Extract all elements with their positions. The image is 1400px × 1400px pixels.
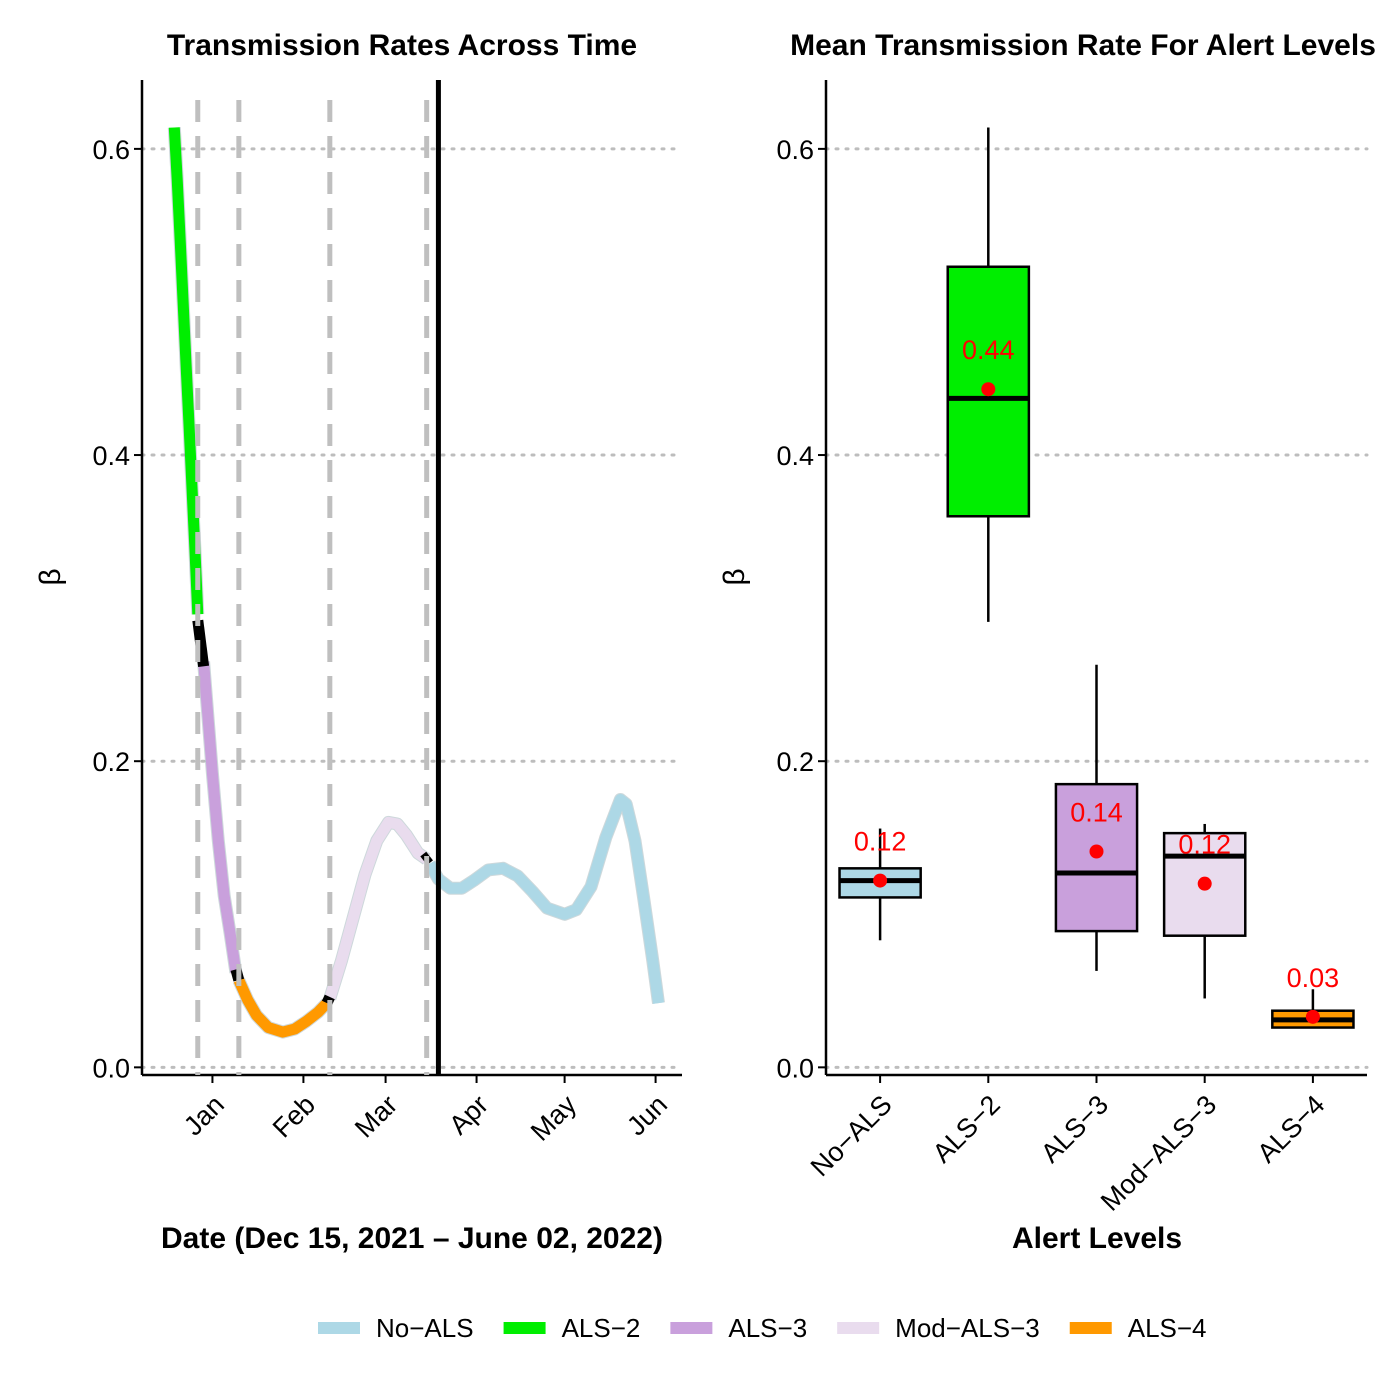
right-x-axis-title: Alert Levels [1012,1222,1182,1255]
legend-key-als-4 [1069,1322,1112,1334]
left-series-group [167,127,665,1039]
left-x-tick-label: Mar [349,1089,403,1143]
left-y-ticks: 0.0 0.2 0.4 0.6 [92,135,142,1083]
left-x-tick-label: Jan [178,1089,230,1141]
series-line-als-2 [168,127,204,615]
left-x-tick-label: Jun [621,1089,673,1141]
mean-point-als-3 [1089,844,1104,859]
left-x-tick-label: May [525,1089,583,1147]
right-panel-title: Mean Transmission Rate For Alert Levels [790,29,1376,62]
mean-point-mod-als-3 [1197,876,1212,891]
legend-label-mod-als-3: Mod−ALS−3 [895,1313,1040,1343]
series-line-als-3 [198,661,242,974]
legend-label-als-4: ALS−4 [1128,1313,1207,1343]
right-y-ticks: 0.0 0.2 0.4 0.6 [776,135,826,1083]
mean-point-no-als [873,873,888,888]
transition-segment-1 [192,619,210,667]
right-y-tick-label: 0.6 [776,135,814,165]
mean-label-als-2: 0.44 [962,335,1015,365]
series-line-no-als [424,794,664,1004]
right-x-tick-label: ALS−4 [1251,1089,1330,1168]
right-y-tick-label: 0.2 [776,747,814,777]
left-y-tick-label: 0.4 [92,441,130,471]
left-reference-lines [195,80,441,1075]
right-x-tick-label: No−ALS [805,1089,898,1182]
left-gridlines [140,147,684,1069]
left-y-axis-title: β [34,568,67,585]
right-y-tick-label: 0.4 [776,441,814,471]
mean-label-mod-als-3: 0.12 [1178,830,1231,860]
legend-key-als-3 [670,1322,713,1334]
left-x-axis-title: Date (Dec 15, 2021 – June 02, 2022) [161,1222,663,1255]
mean-point-als-4 [1305,1009,1320,1024]
left-y-tick-label: 0.2 [92,747,130,777]
left-y-tick-label: 0.0 [92,1053,130,1083]
legend-key-mod-als-3 [837,1322,880,1334]
mean-label-als-4: 0.03 [1287,963,1340,993]
legend: No−ALS ALS−2 ALS−3 Mod−ALS−3 ALS−4 [318,1313,1207,1343]
right-x-tick-label: Mod−ALS−3 [1095,1089,1222,1216]
right-x-tick-label: ALS−3 [1035,1089,1114,1168]
left-x-tick-label: Apr [443,1089,494,1140]
mean-label-als-3: 0.14 [1070,798,1123,828]
right-boxplots: 0.12 0.44 0.14 0.12 0.03 [838,127,1355,1029]
legend-label-no-als: No−ALS [376,1313,474,1343]
left-panel-title: Transmission Rates Across Time [167,29,637,62]
legend-key-als-2 [503,1322,546,1334]
right-y-axis-title: β [718,568,751,585]
right-y-tick-label: 0.0 [776,1053,814,1083]
legend-label-als-3: ALS−3 [728,1313,807,1343]
mean-label-no-als: 0.12 [854,827,907,857]
series-line-mod-als-3 [324,816,430,1001]
series-line-als-4 [233,977,331,1038]
left-x-ticks: Jan Feb Mar Apr May Jun [178,1075,673,1147]
legend-key-no-als [318,1322,360,1334]
right-x-tick-label: ALS−2 [927,1089,1006,1168]
left-y-tick-label: 0.6 [92,135,130,165]
legend-label-als-2: ALS−2 [562,1313,641,1343]
mean-point-als-2 [981,382,996,397]
left-x-tick-label: Feb [267,1089,321,1143]
